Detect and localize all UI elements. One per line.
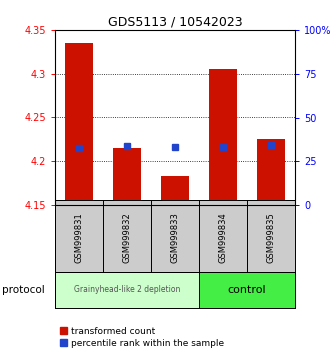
Text: GSM999834: GSM999834 bbox=[218, 212, 227, 263]
Bar bbox=[161, 176, 189, 205]
Bar bbox=[55, 272, 199, 308]
Bar bbox=[247, 200, 295, 275]
Legend: transformed count, percentile rank within the sample: transformed count, percentile rank withi… bbox=[60, 327, 224, 348]
Text: protocol: protocol bbox=[2, 285, 48, 295]
Bar bbox=[199, 200, 247, 275]
Bar bbox=[208, 69, 237, 205]
Bar bbox=[257, 139, 285, 205]
Text: Grainyhead-like 2 depletion: Grainyhead-like 2 depletion bbox=[74, 285, 180, 295]
Text: GSM999833: GSM999833 bbox=[170, 212, 179, 263]
Text: GSM999835: GSM999835 bbox=[266, 212, 275, 263]
Bar bbox=[199, 272, 295, 308]
Text: control: control bbox=[228, 285, 266, 295]
Title: GDS5113 / 10542023: GDS5113 / 10542023 bbox=[108, 16, 242, 29]
Bar bbox=[65, 43, 93, 205]
Bar bbox=[151, 200, 199, 275]
Text: GSM999832: GSM999832 bbox=[123, 212, 132, 263]
Bar bbox=[103, 200, 151, 275]
Text: GSM999831: GSM999831 bbox=[75, 212, 84, 263]
Bar bbox=[113, 148, 142, 205]
Bar bbox=[55, 200, 103, 275]
